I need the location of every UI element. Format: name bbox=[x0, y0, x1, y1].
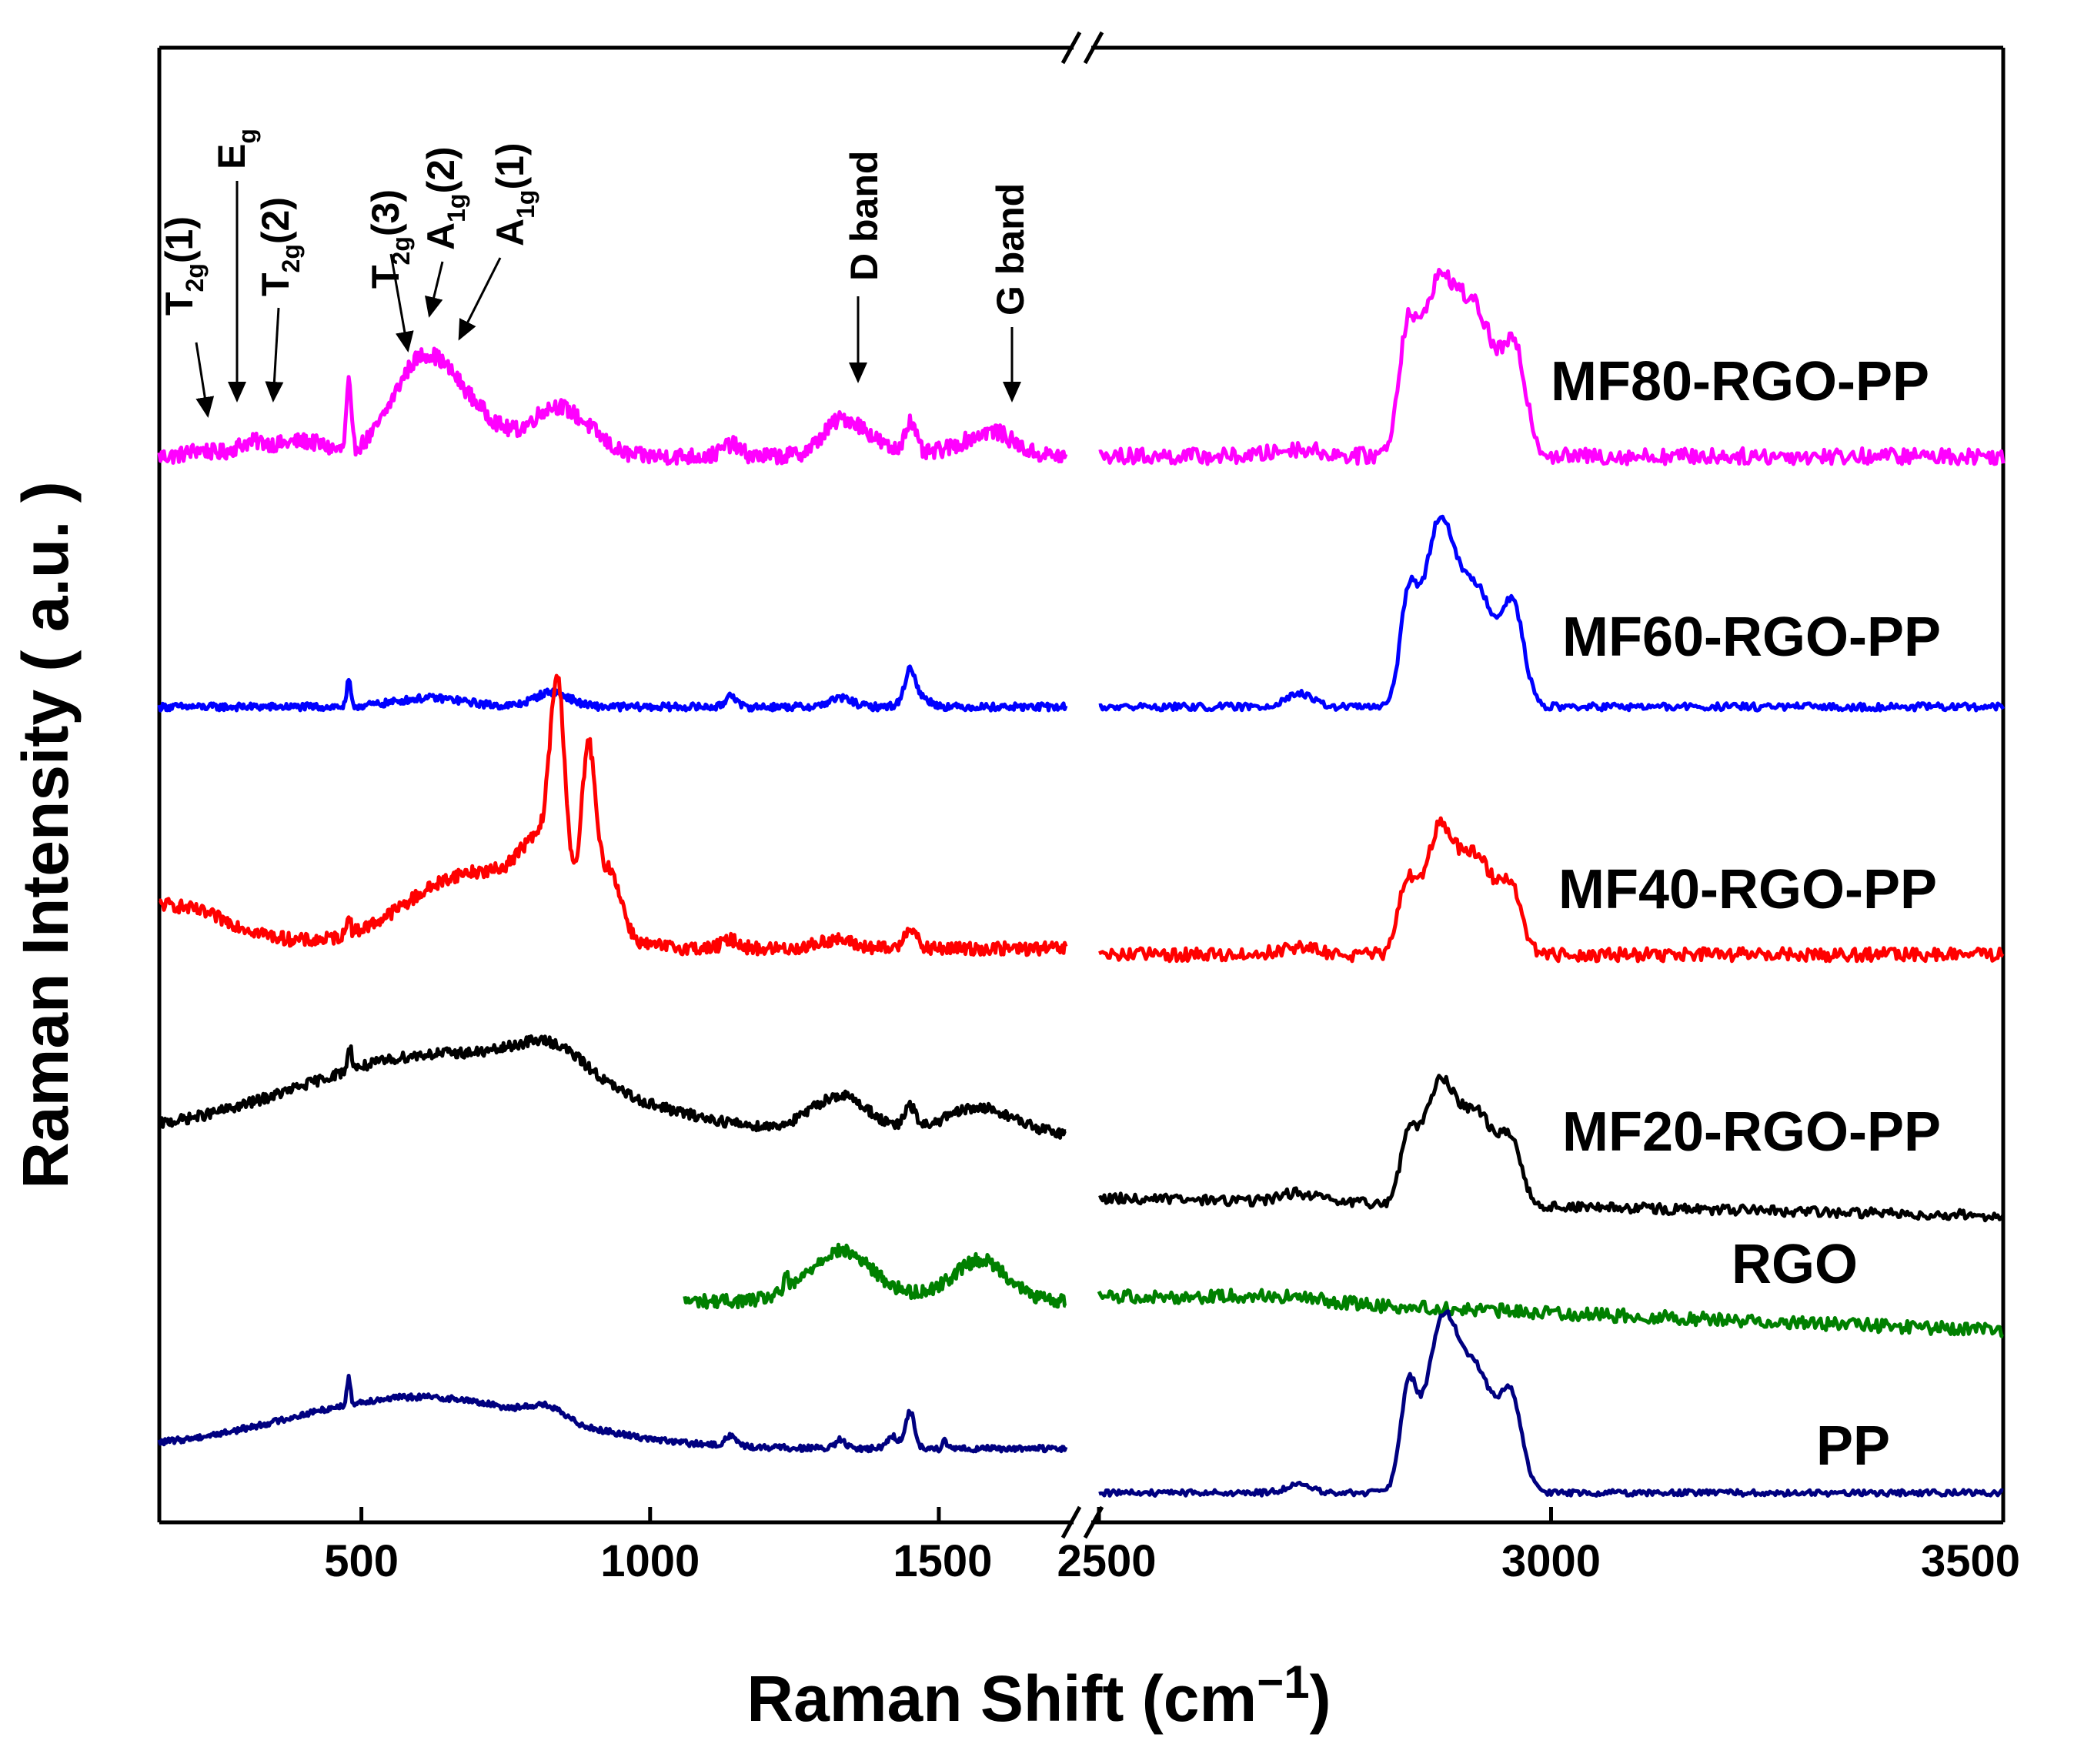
T2g1-annotation-subscript: 2g bbox=[181, 263, 209, 292]
Eg-annotation-main: E bbox=[210, 144, 253, 169]
series-line-mf60-rgo-pp-left bbox=[157, 664, 1068, 713]
G-band-annotation-label: G band bbox=[989, 183, 1032, 316]
x-axis-title-exponent: −1 bbox=[1257, 1656, 1309, 1708]
series-label-mf80-rgo-pp: MF80-RGO-PP bbox=[1551, 351, 1929, 413]
T2g2-annotation-arrow bbox=[265, 307, 284, 403]
Eg-annotation-label: Eg bbox=[210, 129, 261, 169]
T2g2-annotation-main: T bbox=[254, 272, 297, 296]
x-axis-title-main: Raman Shift (cm bbox=[746, 1662, 1257, 1735]
series-label-mf60-rgo-pp: MF60-RGO-PP bbox=[1562, 606, 1941, 668]
plot-frame bbox=[157, 31, 2006, 1539]
T2g1-annotation-tail: (1) bbox=[158, 216, 201, 263]
T2g3-annotation-label: T2g(3) bbox=[364, 189, 415, 289]
T2g1-annotation-main: T bbox=[158, 292, 201, 316]
T2g3-annotation-subscript: 2g bbox=[387, 236, 415, 265]
series-line-mf80-rgo-pp-left bbox=[157, 346, 1068, 466]
x-tick-label: 1000 bbox=[600, 1536, 700, 1586]
x-axis-title: Raman Shift (cm−1) bbox=[746, 1656, 1331, 1735]
G-band-annotation: G band bbox=[989, 183, 1032, 403]
x-axis-ticks: 500 1000 1500 2500 3000 3500 bbox=[324, 1507, 2020, 1586]
D-band-annotation: D band bbox=[843, 151, 886, 383]
series-line-rgo-left bbox=[683, 1242, 1067, 1310]
axis-break-slash-top bbox=[1060, 31, 1082, 65]
series-label-rgo: RGO bbox=[1732, 1234, 1858, 1295]
series-line-mf80-rgo-pp-right bbox=[1098, 268, 2006, 466]
axis-break-slash-bottom bbox=[1060, 1505, 1082, 1539]
A1g2-annotation-arrow bbox=[425, 261, 444, 318]
x-tick-label: 3000 bbox=[1501, 1536, 1601, 1586]
D-band-annotation-label: D band bbox=[843, 151, 886, 281]
T2g2-annotation-subscript: 2g bbox=[277, 244, 305, 272]
T2g3-annotation-arrow bbox=[389, 253, 414, 352]
G-band-annotation-main: G band bbox=[989, 183, 1032, 316]
series-line-mf40-rgo-pp-right bbox=[1098, 816, 2005, 964]
series-line-mf20-rgo-pp-left bbox=[157, 1034, 1067, 1140]
A1g2-annotation-subscript: 1g bbox=[443, 194, 470, 222]
A1g1-annotation-main: A bbox=[489, 219, 532, 246]
series-layer bbox=[157, 268, 2006, 1498]
x-tick-label: 3500 bbox=[1921, 1536, 2020, 1586]
series-label-mf20-rgo-pp: MF20-RGO-PP bbox=[1562, 1101, 1941, 1163]
T2g3-annotation-tail: (3) bbox=[364, 189, 407, 236]
T2g1-annotation: T2g(1) bbox=[158, 216, 215, 418]
series-line-pp-left bbox=[157, 1374, 1068, 1454]
series-label-mf40-rgo-pp: MF40-RGO-PP bbox=[1558, 859, 1937, 920]
x-axis-title-close: ) bbox=[1310, 1662, 1331, 1735]
T2g1-annotation-arrow bbox=[195, 342, 215, 418]
A1g1-annotation-subscript: 1g bbox=[512, 190, 539, 219]
series-line-mf20-rgo-pp-right bbox=[1098, 1074, 2006, 1223]
y-axis-title: Raman Intensity ( a.u. ) bbox=[9, 481, 82, 1189]
Eg-annotation: Eg bbox=[210, 129, 261, 403]
A1g2-annotation-main: A bbox=[419, 222, 463, 250]
A1g1-annotation-label: A1g(1) bbox=[489, 142, 539, 246]
T2g3-annotation-main: T bbox=[364, 265, 407, 289]
x-tick-label: 500 bbox=[324, 1536, 399, 1586]
axis-break-slash-top bbox=[1083, 31, 1104, 65]
T2g1-annotation-label: T2g(1) bbox=[158, 216, 209, 316]
series-line-mf60-rgo-pp-right bbox=[1098, 514, 2006, 713]
A1g1-annotation-tail: (1) bbox=[489, 142, 532, 189]
series-label-pp: PP bbox=[1816, 1415, 1890, 1477]
A1g1-annotation-arrow bbox=[458, 257, 502, 341]
series-line-pp-right bbox=[1098, 1309, 2004, 1498]
A1g2-annotation-tail: (2) bbox=[419, 146, 463, 193]
D-band-annotation-main: D band bbox=[843, 151, 886, 281]
x-tick-label: 2500 bbox=[1057, 1536, 1156, 1586]
series-line-mf40-rgo-pp-left bbox=[159, 673, 1068, 957]
A1g1-annotation: A1g(1) bbox=[458, 142, 539, 341]
T2g2-annotation-label: T2g(2) bbox=[254, 197, 305, 296]
T2g3-annotation: T2g(3) bbox=[364, 189, 415, 352]
x-tick-label: 1500 bbox=[893, 1536, 992, 1586]
series-line-rgo-right bbox=[1097, 1288, 2004, 1339]
series-labels: MF80-RGO-PP MF60-RGO-PP MF40-RGO-PP MF20-RG… bbox=[1551, 351, 1941, 1477]
A1g2-annotation-label: A1g(2) bbox=[419, 146, 470, 250]
T2g2-annotation: T2g(2) bbox=[254, 197, 305, 403]
A1g2-annotation: A1g(2) bbox=[419, 146, 470, 318]
Eg-annotation-subscript: g bbox=[233, 129, 261, 144]
T2g2-annotation-tail: (2) bbox=[254, 197, 297, 244]
